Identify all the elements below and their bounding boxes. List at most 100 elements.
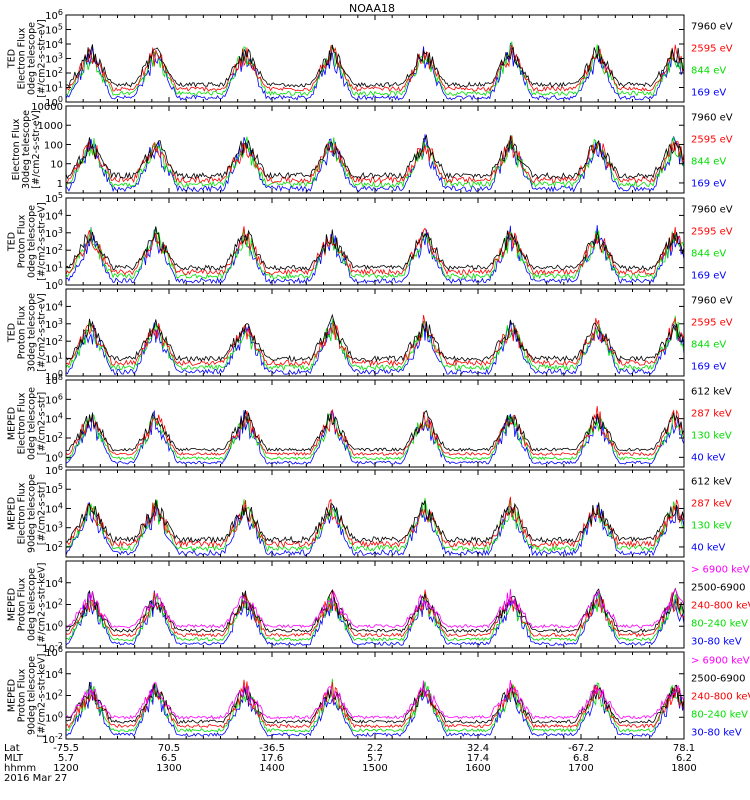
x-tick-mlt: 6.8 bbox=[573, 753, 589, 764]
x-axis-labels: LatMLThhmm-75.55.7120070.56.51300-36.517… bbox=[4, 743, 697, 784]
x-tick-lat: 32.4 bbox=[467, 743, 489, 754]
legend-entry: 844 eV bbox=[691, 249, 726, 260]
x-tick-mlt: 17.4 bbox=[467, 753, 489, 764]
legend-entry: 40 keV bbox=[691, 543, 725, 554]
y-tick-label: 10000 bbox=[31, 102, 63, 113]
legend-entry: 287 keV bbox=[691, 409, 732, 420]
series-trace-7-3 bbox=[66, 589, 684, 638]
x-axis-row-label: MLT bbox=[4, 753, 24, 764]
y-axis-title: MEPEDProton Flux0deg telescope[#/cm2-s-s… bbox=[7, 563, 48, 647]
series-trace-8-4 bbox=[66, 681, 684, 724]
legend-entry: 2595 eV bbox=[691, 227, 733, 238]
y-tick-label: 10-2 bbox=[42, 732, 63, 746]
y-tick-label: 100 bbox=[45, 278, 63, 292]
series-trace-4-2 bbox=[66, 315, 684, 371]
legend-entry: 2500-6900 bbox=[691, 674, 746, 685]
y-tick-label: 102 bbox=[45, 66, 63, 80]
legend-entry: 7960 eV bbox=[691, 205, 733, 216]
y-tick-label: 102 bbox=[45, 540, 63, 554]
x-tick-hhmm: 1700 bbox=[568, 763, 593, 774]
legend-entry: 612 keV bbox=[691, 477, 732, 488]
y-tick-label: 1000 bbox=[38, 121, 63, 132]
series-trace-3-3 bbox=[66, 226, 684, 276]
legend-entry: 844 eV bbox=[691, 340, 726, 351]
series-trace-2-3 bbox=[66, 135, 684, 184]
y-tick-label: 102 bbox=[45, 689, 63, 703]
y-tick-label: 100 bbox=[45, 95, 63, 109]
x-tick-mlt: 6.5 bbox=[161, 753, 177, 764]
x-tick-lat: 2.2 bbox=[367, 743, 383, 754]
x-tick-mlt: 5.7 bbox=[58, 753, 74, 764]
y-tick-label: 100 bbox=[44, 140, 63, 151]
y-tick-label: 106 bbox=[45, 463, 63, 477]
y-tick-label: 102 bbox=[45, 334, 63, 348]
legend-entry: 130 keV bbox=[691, 521, 732, 532]
x-tick-mlt: 17.6 bbox=[261, 753, 283, 764]
x-tick-lat: -75.5 bbox=[53, 743, 79, 754]
y-tick-label: 102 bbox=[45, 431, 63, 445]
y-tick-label: 101 bbox=[45, 352, 63, 366]
figure-title: NOAA18 bbox=[349, 2, 395, 15]
series-trace-4-3 bbox=[66, 315, 684, 367]
y-tick-label: 105 bbox=[45, 482, 63, 496]
y-tick-label: 1 bbox=[57, 179, 63, 190]
series-trace-2-4 bbox=[66, 134, 684, 180]
y-tick-label: 100 bbox=[45, 369, 63, 383]
y-tick-label: 102 bbox=[45, 243, 63, 257]
series-trace-4-4 bbox=[66, 313, 684, 363]
legend-entry: 844 eV bbox=[691, 157, 726, 168]
legend-entry: 7960 eV bbox=[691, 22, 733, 33]
y-tick-label: 104 bbox=[45, 412, 63, 426]
series-trace-2-2 bbox=[66, 135, 684, 189]
y-tick-label: 100 bbox=[45, 619, 63, 633]
x-axis-row-label: Lat bbox=[4, 743, 20, 754]
series-trace-1-4 bbox=[66, 44, 684, 88]
series-trace-1-1 bbox=[66, 42, 684, 101]
x-tick-hhmm: 1300 bbox=[156, 763, 181, 774]
legend-entry: 130 keV bbox=[691, 431, 732, 442]
x-tick-lat: 78.1 bbox=[673, 743, 695, 754]
y-tick-label: 100 bbox=[45, 450, 63, 464]
y-tick-label: 103 bbox=[45, 521, 63, 535]
y-tick-label: 104 bbox=[45, 299, 63, 313]
legend-entry: > 6900 keV bbox=[691, 656, 750, 667]
series-trace-5-4 bbox=[66, 410, 684, 452]
legend-entry: 612 keV bbox=[691, 387, 732, 398]
legend-entry: 287 keV bbox=[691, 499, 732, 510]
x-tick-mlt: 5.7 bbox=[367, 753, 383, 764]
legend-entry: 240-800 keV bbox=[691, 601, 750, 612]
y-axis-title: MEPEDProton Flux90deg telescope[#/cm2-s-… bbox=[7, 654, 48, 738]
legend-entry: 169 eV bbox=[691, 179, 726, 190]
series-trace-8-3 bbox=[66, 679, 684, 729]
series-trace-3-2 bbox=[66, 226, 684, 281]
series-trace-7-5 bbox=[66, 588, 684, 629]
legend-entry: 7960 eV bbox=[691, 113, 733, 124]
x-tick-hhmm: 1200 bbox=[53, 763, 78, 774]
y-tick-label: 104 bbox=[45, 501, 63, 515]
y-axis-title: TEDProton Flux30deg telescope[#/cm2-s-st… bbox=[7, 293, 48, 372]
series-trace-8-5 bbox=[66, 680, 684, 720]
y-tick-label: 100 bbox=[45, 710, 63, 724]
legend-entry: 7960 eV bbox=[691, 296, 733, 307]
y-tick-label: 105 bbox=[45, 191, 63, 205]
x-tick-hhmm: 1500 bbox=[362, 763, 387, 774]
date-label: 2016 Mar 27 bbox=[4, 773, 67, 784]
x-tick-lat: -67.2 bbox=[568, 743, 594, 754]
y-tick-label: 106 bbox=[45, 645, 63, 659]
y-tick-label: 106 bbox=[45, 392, 63, 406]
y-tick-label: 103 bbox=[45, 317, 63, 331]
y-tick-label: 101 bbox=[45, 261, 63, 275]
series-trace-7-2 bbox=[66, 591, 684, 642]
x-axis-row-label: hhmm bbox=[4, 763, 36, 774]
y-axis-title: TEDProton Flux0deg telescope[#/cm2-s-str… bbox=[7, 202, 48, 281]
series-trace-8-1 bbox=[66, 681, 684, 738]
legend-entry: 30-80 keV bbox=[691, 728, 742, 739]
legend-entry: 2500-6900 bbox=[691, 583, 746, 594]
